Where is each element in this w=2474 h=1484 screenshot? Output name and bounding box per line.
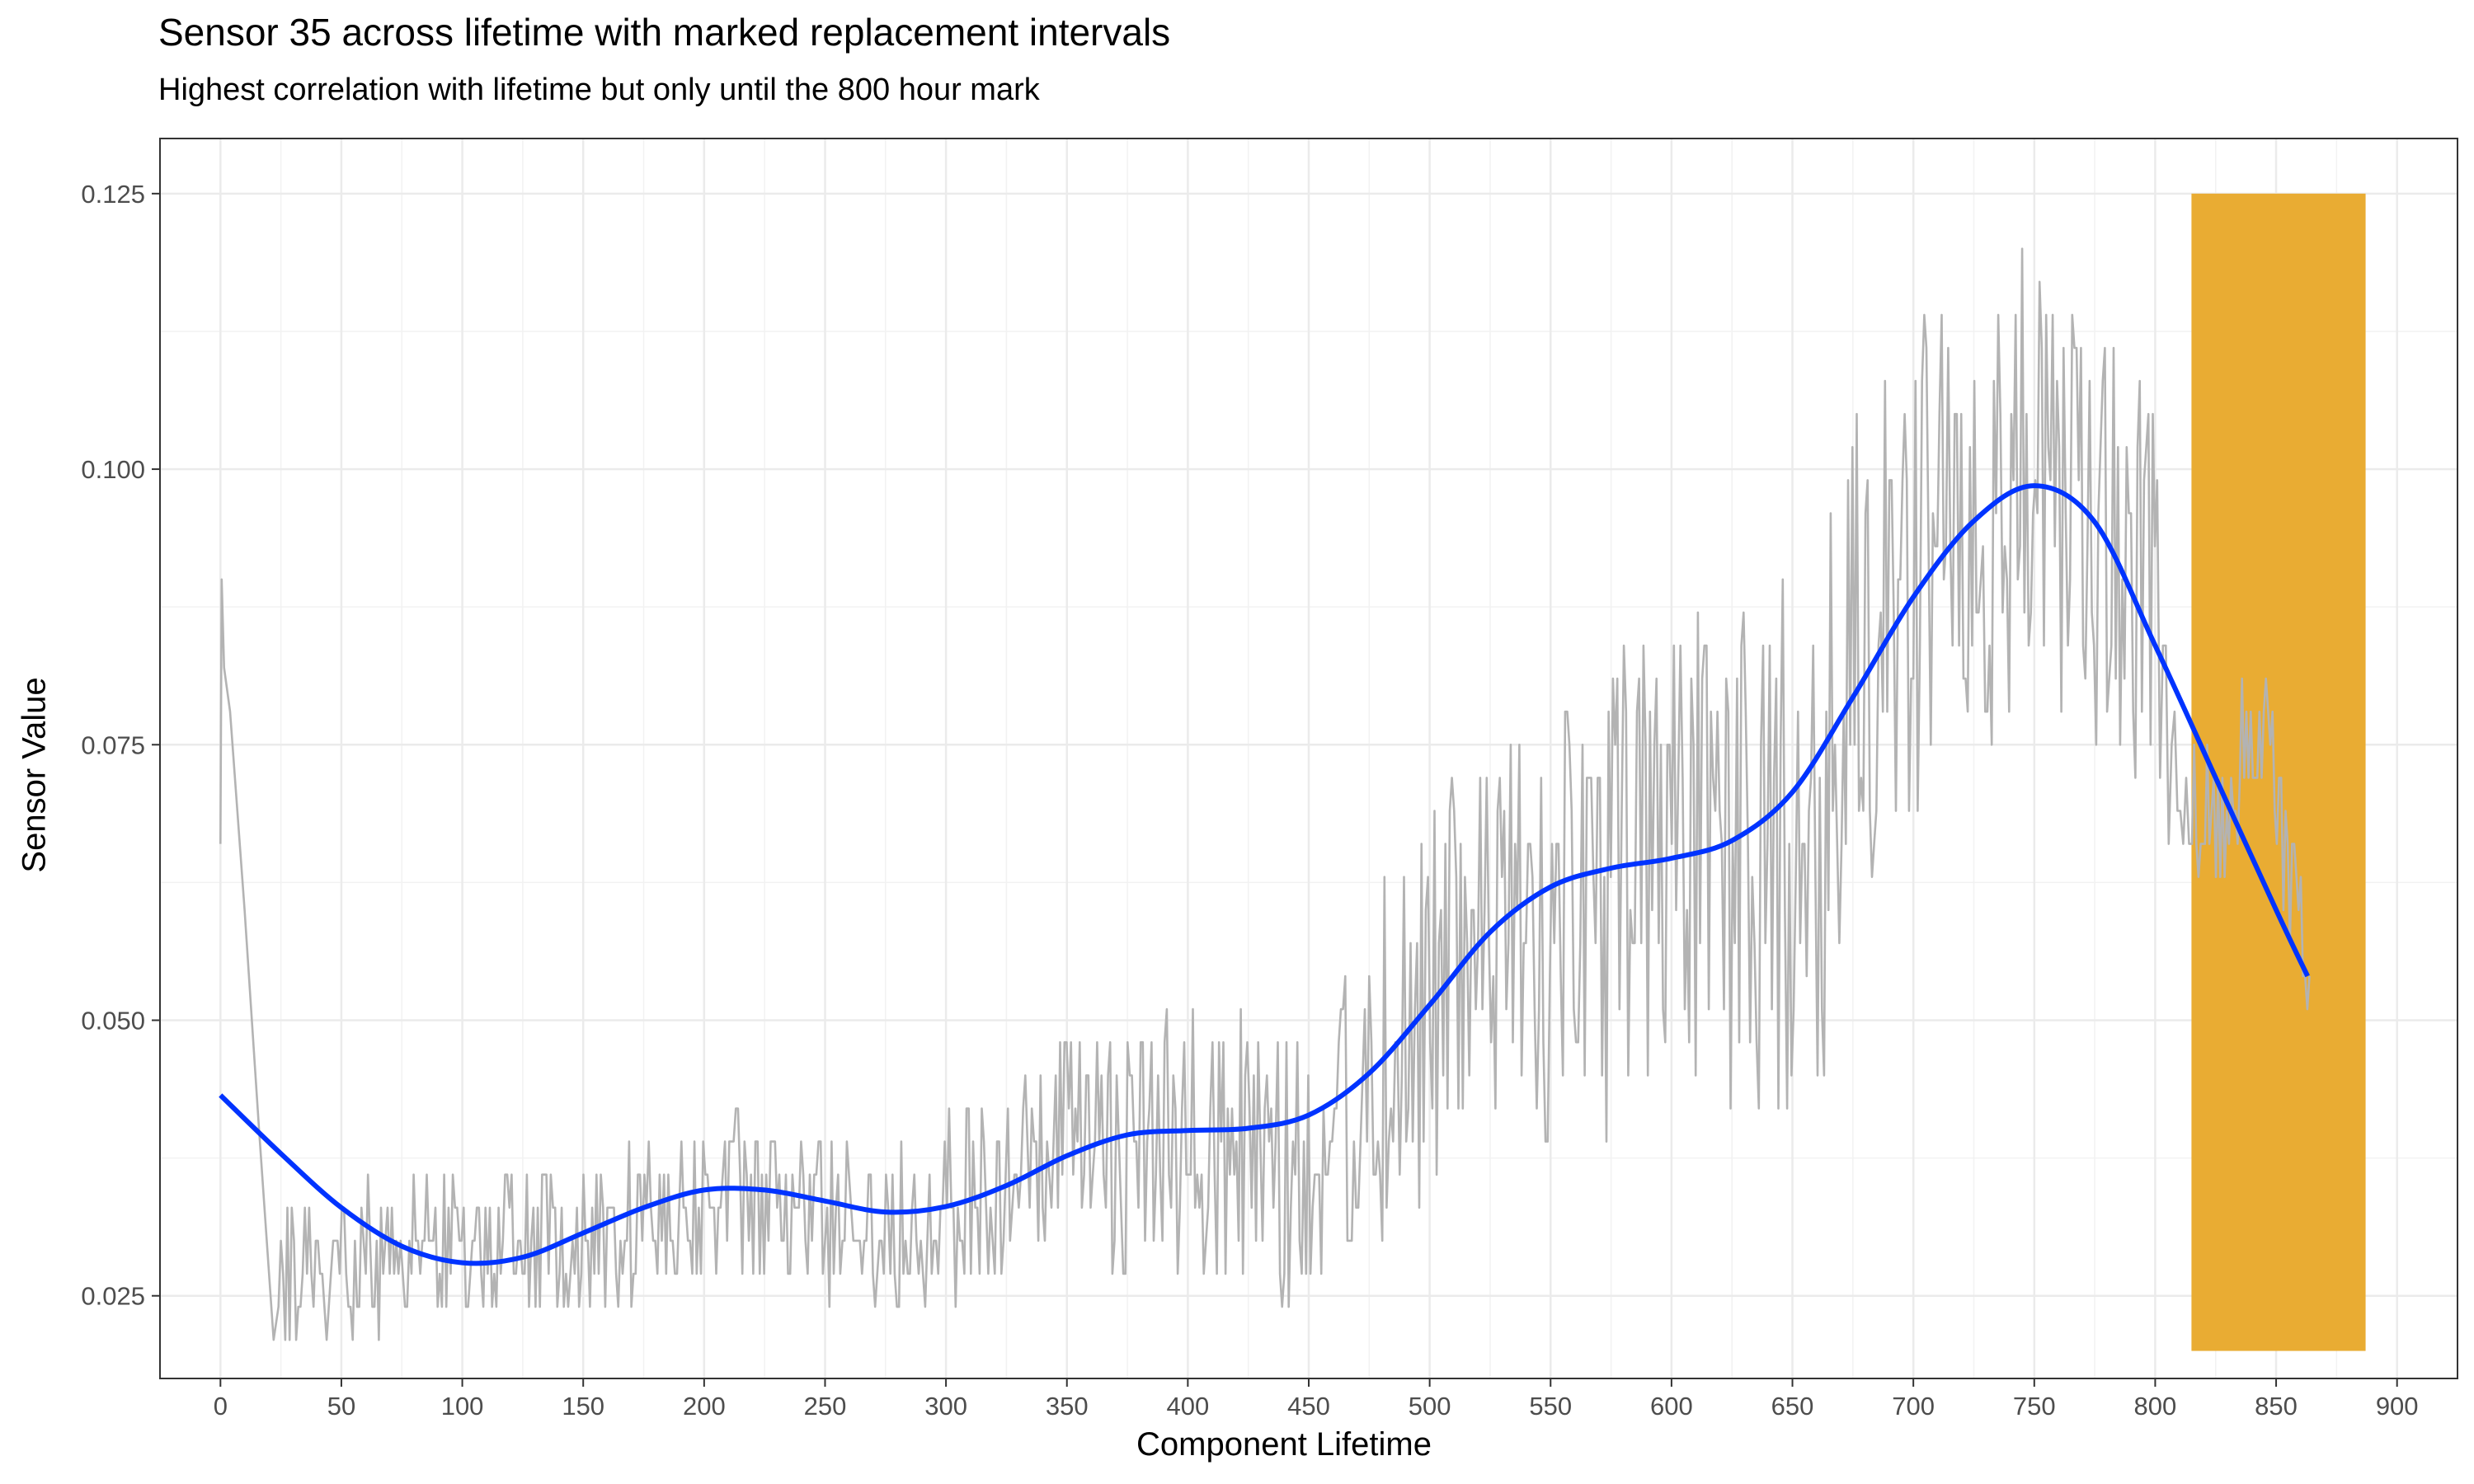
x-tick-label: 100 xyxy=(441,1392,484,1421)
x-tick-label: 900 xyxy=(2376,1392,2419,1421)
raw-sensor-line xyxy=(219,247,2311,1341)
x-tick-label: 450 xyxy=(1287,1392,1330,1421)
x-tick-label: 350 xyxy=(1046,1392,1089,1421)
y-axis-ticks: 0.025 0.050 0.075 0.100 0.125 xyxy=(81,180,160,1311)
chart-title: Sensor 35 across lifetime with marked re… xyxy=(158,11,1171,54)
smooth-series-layer xyxy=(219,483,2310,1266)
x-tick-label: 150 xyxy=(562,1392,604,1421)
replacement-interval-layer xyxy=(2191,193,2366,1351)
x-axis-label-text: Component Lifetime xyxy=(1136,1426,1432,1463)
x-tick-label: 650 xyxy=(1771,1392,1814,1421)
y-tick-label: 0.050 xyxy=(81,1007,145,1036)
y-axis-label: Sensor Value xyxy=(16,677,53,873)
x-tick-label: 600 xyxy=(1650,1392,1693,1421)
y-tick-label: 0.075 xyxy=(81,730,145,759)
x-tick-label: 200 xyxy=(683,1392,726,1421)
smooth-trend-line xyxy=(219,483,2310,1266)
x-axis-ticks: 0 50 100 150 200 250 300 350 400 450 500 550 600 650 7… xyxy=(214,1378,2419,1421)
replacement-interval-band xyxy=(2191,193,2366,1351)
x-tick-label: 0 xyxy=(214,1392,228,1421)
x-tick-label: 700 xyxy=(1892,1392,1935,1421)
x-tick-label: 300 xyxy=(924,1392,967,1421)
x-tick-label: 250 xyxy=(804,1392,847,1421)
y-tick-label: 0.125 xyxy=(81,180,145,209)
x-tick-label: 500 xyxy=(1409,1392,1451,1421)
y-tick-label: 0.025 xyxy=(81,1282,145,1311)
x-tick-label: 50 xyxy=(327,1392,355,1421)
x-axis-label: Component Lifetime xyxy=(0,1426,2474,1463)
y-tick-label: 0.100 xyxy=(81,455,145,484)
raw-series-layer xyxy=(219,247,2311,1341)
x-tick-label: 750 xyxy=(2013,1392,2056,1421)
chart-subtitle: Highest correlation with lifetime but on… xyxy=(158,73,1040,107)
x-tick-label: 800 xyxy=(2134,1392,2177,1421)
x-tick-label: 400 xyxy=(1167,1392,1210,1421)
x-tick-label: 550 xyxy=(1529,1392,1572,1421)
x-tick-label: 850 xyxy=(2255,1392,2298,1421)
